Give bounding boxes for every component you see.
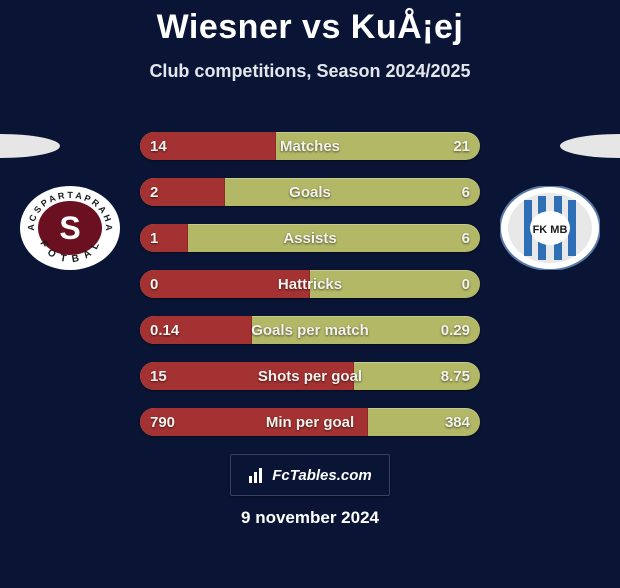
crest-left-svg: ★ A C S P A R T A P R A H A ★ F O T B A …	[20, 186, 120, 270]
stat-row-label: Shots per goal	[258, 362, 362, 390]
stat-row-value-left: 14	[150, 132, 167, 160]
stat-row-label: Goals	[289, 178, 331, 206]
decoration-ellipse-left	[0, 134, 60, 158]
stat-row-label: Min per goal	[266, 408, 354, 436]
stat-row-label: Goals per match	[251, 316, 369, 344]
stat-row: 2 Goals 6	[140, 178, 480, 206]
date-line: 9 november 2024	[0, 508, 620, 528]
crest-left-letter: S	[59, 210, 80, 246]
stat-row-value-left: 0	[150, 270, 158, 298]
stat-row-label: Matches	[280, 132, 340, 160]
stat-bars: 14 Matches 21 2 Goals 6 1 Assists 6 0 Hattricks 0 0.…	[140, 132, 480, 454]
stat-row-value-right: 0.29	[441, 316, 470, 344]
footer-brand-box: FcTables.com	[230, 454, 390, 496]
stat-row: 790 Min per goal 384	[140, 408, 480, 436]
footer-brand-text: FcTables.com	[272, 467, 371, 484]
stat-row-value-left: 1	[150, 224, 158, 252]
stat-row-value-right: 8.75	[441, 362, 470, 390]
stat-row-value-right: 0	[462, 270, 470, 298]
crest-right: FK MB	[500, 186, 600, 270]
stat-row-value-right: 21	[453, 132, 470, 160]
stat-row-value-right: 384	[445, 408, 470, 436]
stat-row-value-left: 790	[150, 408, 175, 436]
subtitle: Club competitions, Season 2024/2025	[0, 61, 620, 82]
stat-row-value-left: 0.14	[150, 316, 179, 344]
crest-right-label: FK MB	[533, 224, 568, 236]
stat-row-value-right: 6	[462, 178, 470, 206]
decoration-ellipse-right	[560, 134, 620, 158]
crest-left: ★ A C S P A R T A P R A H A ★ F O T B A …	[20, 186, 120, 270]
chart-icon	[248, 466, 266, 484]
stat-row: 1 Assists 6	[140, 224, 480, 252]
stat-row: 0 Hattricks 0	[140, 270, 480, 298]
crest-right-svg: FK MB	[500, 186, 600, 270]
page-title: Wiesner vs KuÅ¡ej	[0, 8, 620, 47]
stat-row-left-fill	[140, 224, 188, 252]
stat-row: 14 Matches 21	[140, 132, 480, 160]
stat-row-value-left: 2	[150, 178, 158, 206]
stat-row-value-right: 6	[462, 224, 470, 252]
stat-row: 15 Shots per goal 8.75	[140, 362, 480, 390]
stat-row-label: Hattricks	[278, 270, 342, 298]
stat-row-value-left: 15	[150, 362, 167, 390]
stat-row: 0.14 Goals per match 0.29	[140, 316, 480, 344]
stat-row-label: Assists	[283, 224, 336, 252]
